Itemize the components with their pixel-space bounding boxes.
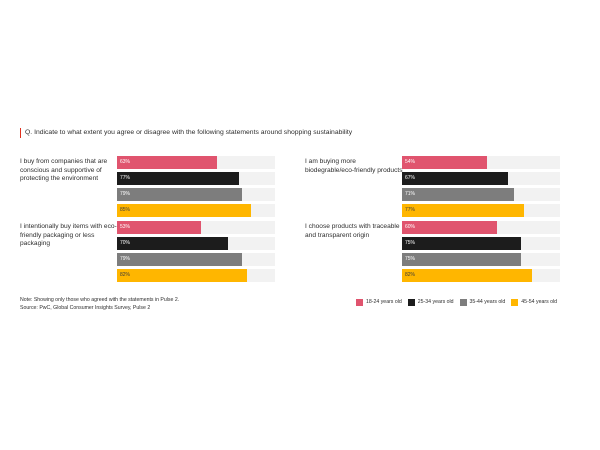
bar-track: 70% (117, 237, 275, 250)
bar-35-44-years-old (117, 253, 242, 266)
panel-label: I buy from companies that are conscious … (20, 158, 108, 183)
legend-label: 35-44 years old (469, 299, 506, 305)
bar-35-44-years-old (402, 188, 515, 201)
bar-value-label: 75% (405, 240, 416, 246)
bar-value-label: 79% (120, 256, 131, 262)
legend-swatch (407, 298, 415, 306)
bar-35-44-years-old (117, 188, 242, 201)
bar-track: 67% (402, 172, 560, 185)
bar-track: 54% (402, 156, 560, 169)
question-text: Q. Indicate to what extent you agree or … (25, 129, 353, 136)
chart-panel-2: I am buying more biodegrable/eco-friendl… (305, 156, 565, 226)
panel-label: I am buying more biodegrable/eco-friendl… (305, 158, 403, 174)
chart-panel-4: I choose products with traceable and tra… (305, 221, 565, 291)
bar-25-34-years-old (402, 172, 508, 185)
panel-label: I choose products with traceable and tra… (305, 223, 400, 239)
panel-label: I intentionally buy items with eco-frien… (20, 223, 117, 248)
bar-track: 85% (117, 204, 275, 217)
bar-track: 75% (402, 237, 560, 250)
question-accent-bar (20, 128, 22, 138)
bar-45-54-years-old (402, 204, 524, 217)
question-heading: Q. Indicate to what extent you agree or … (20, 126, 580, 140)
bar-35-44-years-old (402, 253, 521, 266)
bar-value-label: 67% (405, 175, 416, 181)
bar-18-24-years-old (402, 156, 488, 169)
chart-panel-3: I intentionally buy items with eco-frien… (20, 221, 280, 291)
legend-item: 18-24 years old (356, 298, 402, 306)
legend-item: 45-54 years old (511, 298, 558, 306)
bar-value-label: 75% (405, 256, 416, 262)
bar-value-label: 60% (405, 224, 416, 230)
bar-25-34-years-old (117, 237, 228, 250)
legend-label: 18-24 years old (366, 299, 402, 305)
legend-label: 45-54 years old (521, 299, 558, 305)
bar-25-34-years-old (117, 172, 239, 185)
bar-25-34-years-old (402, 237, 521, 250)
bar-18-24-years-old (117, 156, 217, 169)
bar-track: 79% (117, 253, 275, 266)
bar-value-label: 53% (120, 224, 131, 230)
bar-value-label: 54% (405, 159, 416, 165)
bar-45-54-years-old (117, 269, 247, 282)
chart-legend: 18-24 years old 25-34 years old 35-44 year… (356, 298, 563, 306)
bar-value-label: 77% (405, 207, 416, 213)
bar-track: 71% (402, 188, 560, 201)
bar-track: 82% (117, 269, 275, 282)
bar-18-24-years-old (117, 221, 201, 234)
bar-track: 79% (117, 188, 275, 201)
bar-value-label: 82% (405, 272, 416, 278)
bar-value-label: 77% (120, 175, 131, 181)
bar-18-24-years-old (402, 221, 497, 234)
legend-item: 35-44 years old (459, 298, 506, 306)
bar-value-label: 85% (120, 207, 131, 213)
legend-label: 25-34 years old (417, 299, 454, 305)
bar-track: 53% (117, 221, 275, 234)
legend-swatch (511, 298, 519, 306)
legend-swatch (356, 298, 363, 306)
source-line: Source: PwC, Global Consumer Insights Su… (20, 305, 151, 312)
bar-track: 77% (117, 172, 275, 185)
bar-track: 82% (402, 269, 560, 282)
bar-value-label: 71% (405, 191, 416, 197)
footnote: Note: Showing only those who agreed with… (20, 296, 179, 313)
note-line: Note: Showing only those who agreed with… (20, 297, 180, 303)
bar-track: 63% (117, 156, 275, 169)
bar-value-label: 82% (120, 272, 131, 278)
bar-45-54-years-old (117, 204, 252, 217)
bar-value-label: 70% (120, 240, 131, 246)
bar-value-label: 79% (120, 191, 131, 197)
bar-track: 60% (402, 221, 560, 234)
bar-track: 77% (402, 204, 560, 217)
bar-value-label: 63% (120, 159, 131, 165)
bar-track: 75% (402, 253, 560, 266)
bar-45-54-years-old (402, 269, 532, 282)
legend-item: 25-34 years old (407, 298, 454, 306)
chart-panel-1: I buy from companies that are conscious … (20, 156, 280, 226)
legend-swatch (459, 298, 467, 306)
